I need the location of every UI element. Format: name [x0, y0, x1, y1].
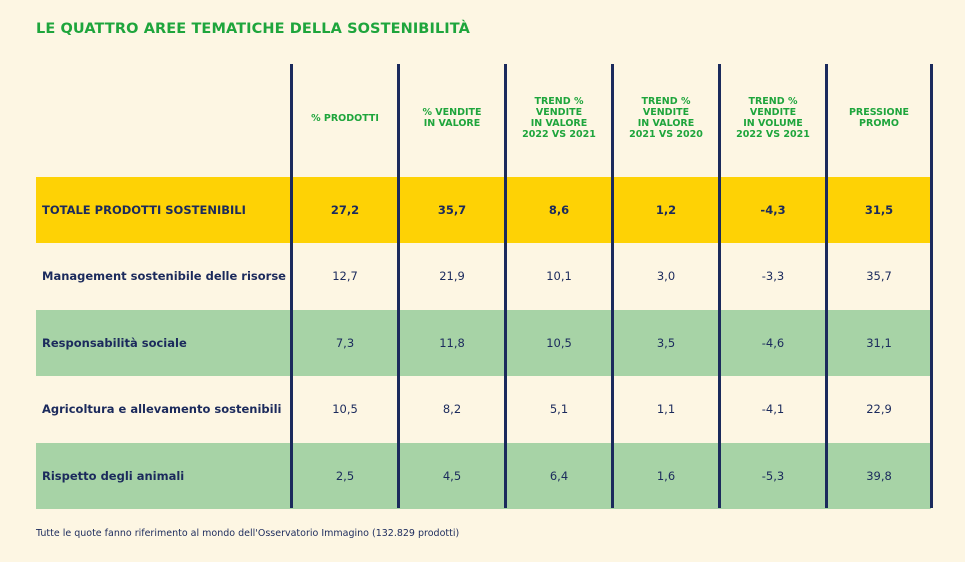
column-divider — [504, 64, 507, 508]
table-row: Agricoltura e allevamento sostenibili 10… — [36, 376, 931, 442]
table-row: Management sostenibile delle risorse 12,… — [36, 243, 931, 309]
table-cell: 31,5 — [864, 203, 894, 217]
table-cell: 12,7 — [332, 269, 358, 283]
column-divider — [930, 64, 933, 508]
row-label: Agricoltura e allevamento sostenibili — [42, 402, 282, 416]
table-cell: 35,7 — [437, 203, 467, 217]
table-cell: -4,3 — [760, 203, 786, 217]
row-label: Management sostenibile delle risorse — [42, 269, 286, 283]
table-cell: -4,6 — [761, 336, 785, 350]
table-cell: 1,2 — [655, 203, 677, 217]
column-header: % VENDITE IN VALORE — [422, 107, 482, 129]
row-label: TOTALE PRODOTTI SOSTENIBILI — [42, 203, 246, 217]
column-header: TREND % VENDITE IN VALORE 2021 VS 2020 — [629, 96, 703, 140]
table-cell: 4,5 — [442, 469, 462, 483]
table-cell: 10,1 — [546, 269, 572, 283]
column-header: PRESSIONE PROMO — [848, 107, 910, 129]
table-cell: 3,5 — [656, 336, 676, 350]
table-cell: 3,0 — [656, 269, 676, 283]
table-cell: 21,9 — [439, 269, 465, 283]
table-cell: 10,5 — [332, 402, 358, 416]
table-cell: 8,2 — [442, 402, 462, 416]
row-label: Rispetto degli animali — [42, 469, 185, 483]
table-cell: 1,1 — [656, 402, 676, 416]
green-row-band — [36, 443, 931, 509]
column-header: TREND % VENDITE IN VALORE 2022 VS 2021 — [522, 96, 596, 140]
column-divider — [397, 64, 400, 508]
column-divider — [825, 64, 828, 508]
table-cell: 7,3 — [335, 336, 355, 350]
table-cell: -3,3 — [761, 269, 785, 283]
table-cell: 10,5 — [546, 336, 572, 350]
green-row-band — [36, 310, 931, 376]
table-cell: 6,4 — [549, 469, 569, 483]
table-cell: 5,1 — [549, 402, 569, 416]
table-cell: 2,5 — [335, 469, 355, 483]
column-header: TREND % VENDITE IN VOLUME 2022 VS 2021 — [736, 96, 810, 140]
table-cell: 31,1 — [866, 336, 892, 350]
page-title: LE QUATTRO AREE TEMATICHE DELLA SOSTENIB… — [36, 21, 470, 37]
table-cell: -4,1 — [761, 402, 785, 416]
table-row: Rispetto degli animali 2,5 4,5 6,4 1,6 -… — [36, 443, 931, 509]
table-cell: 22,9 — [866, 402, 892, 416]
table-cell: 11,8 — [439, 336, 465, 350]
table-cell: 8,6 — [548, 203, 570, 217]
table-cell: 39,8 — [866, 469, 892, 483]
row-label: Responsabilità sociale — [42, 336, 187, 350]
table-cell: -5,3 — [761, 469, 785, 483]
column-header: % PRODOTTI — [311, 113, 379, 124]
table-cell: 1,6 — [656, 469, 676, 483]
table-row: TOTALE PRODOTTI SOSTENIBILI 27,2 35,7 8,… — [36, 177, 931, 243]
table-row: Responsabilità sociale 7,3 11,8 10,5 3,5… — [36, 310, 931, 376]
column-divider — [611, 64, 614, 508]
table-cell: 27,2 — [330, 203, 360, 217]
table-cell: 35,7 — [866, 269, 892, 283]
column-divider — [290, 64, 293, 508]
column-divider — [718, 64, 721, 508]
footnote: Tutte le quote fanno riferimento al mond… — [36, 528, 460, 539]
total-row-band — [36, 177, 931, 243]
